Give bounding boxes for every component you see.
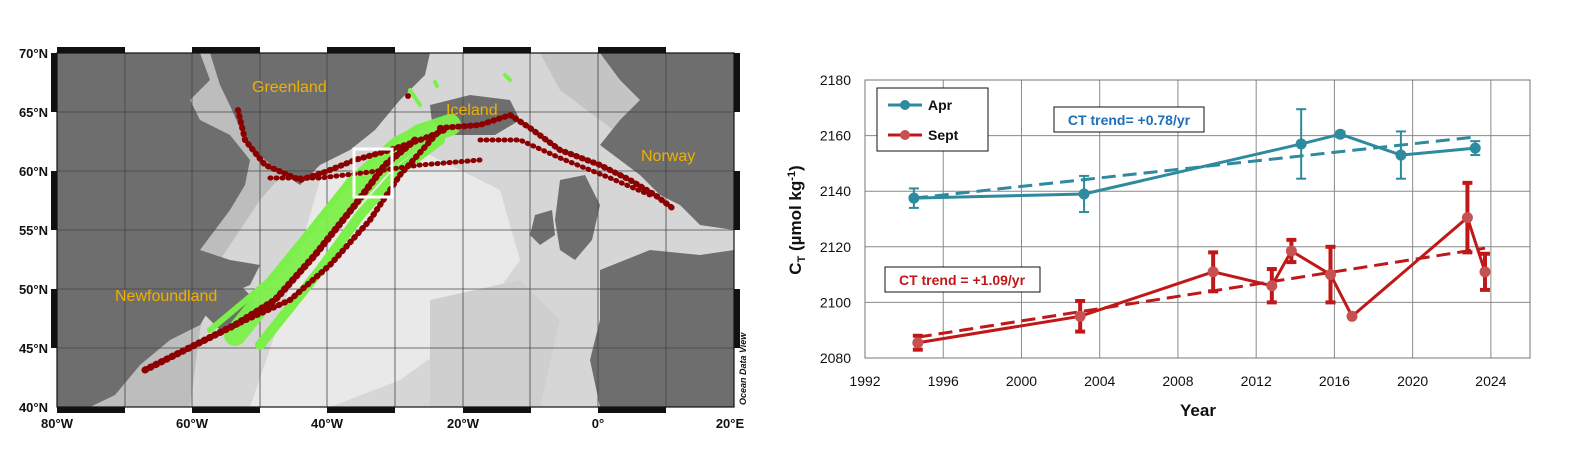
sept-trend-line <box>917 246 1486 339</box>
region-label-iceland: Iceland <box>446 102 498 119</box>
x-tick-label: 2000 <box>1006 373 1037 389</box>
y-axis-title-c: C <box>786 262 805 274</box>
sept-data-point <box>1346 310 1358 322</box>
y-axis-title-sup: -1 <box>786 171 798 181</box>
red-track-iceland-norway <box>437 111 678 213</box>
legend-sept-label: Sept <box>928 127 959 143</box>
sept-data-point <box>1074 310 1086 322</box>
x-tick-label: 1992 <box>849 373 880 389</box>
ocean-map: 70°N 65°N 60°N 55°N 50°N 45°N 40°N 80°W … <box>19 46 748 431</box>
sept-data-point <box>912 337 924 349</box>
land-ireland <box>530 210 555 245</box>
bathymetry-east-atlantic <box>430 280 560 407</box>
map-panel: 70°N 65°N 60°N 55°N 50°N 45°N 40°N 80°W … <box>0 0 760 450</box>
red-track-greenland <box>235 107 448 184</box>
bathymetry-basin <box>250 150 520 407</box>
x-tick-label: 2016 <box>1319 373 1350 389</box>
chart-legend: Apr Sept <box>876 87 989 152</box>
apr-trend-box <box>1053 106 1205 133</box>
apr-data-point <box>1295 138 1307 150</box>
y-axis-title-close: ) <box>786 165 805 171</box>
legend-apr-marker <box>900 100 910 110</box>
sept-data-point <box>1285 245 1297 257</box>
data-series <box>908 108 1491 352</box>
lon-label-60w: 60°W <box>176 416 209 431</box>
green-track-band <box>224 114 461 346</box>
sept-data-point <box>1266 280 1278 292</box>
red-track-point <box>405 93 411 99</box>
map-body <box>57 53 734 407</box>
y-axis-title: CT (µmol kg-1) <box>786 165 808 274</box>
legend-sept-marker <box>900 130 910 140</box>
plot-frame <box>864 79 1531 359</box>
ocean-data-view-credit: Ocean Data View <box>738 332 748 405</box>
red-track-iceland-norway-south <box>477 137 653 198</box>
y-tick-label: 2120 <box>820 239 851 255</box>
sept-data-point <box>1325 269 1336 281</box>
x-tick-label: 1996 <box>928 373 959 389</box>
sept-trend-label: CT trend = +1.09/yr <box>899 272 1026 288</box>
legend-box <box>876 87 989 152</box>
x-tick-label: 2024 <box>1475 373 1506 389</box>
ct-timeseries-chart: 1992 1996 2000 2004 2008 2012 2016 2020 2024 208… <box>786 72 1531 420</box>
apr-data-point <box>908 192 920 204</box>
lat-label-40n: 40°N <box>19 400 48 415</box>
sept-data-point <box>1461 212 1473 224</box>
lat-label-50n: 50°N <box>19 282 48 297</box>
x-axis-title: Year <box>1180 401 1216 420</box>
lat-label-55n: 55°N <box>19 223 48 238</box>
x-tick-labels: 1992 1996 2000 2004 2008 2012 2016 2020 2024 <box>849 373 1506 389</box>
y-tick-label: 2160 <box>820 128 851 144</box>
lat-label-70n: 70°N <box>19 46 48 61</box>
green-track-stray <box>408 73 512 107</box>
y-tick-label: 2180 <box>820 72 851 88</box>
y-tick-label: 2140 <box>820 183 851 199</box>
region-label-norway: Norway <box>641 148 695 165</box>
map-gridlines <box>57 53 734 407</box>
x-tick-label: 2020 <box>1397 373 1428 389</box>
sept-data-point <box>1479 266 1491 278</box>
x-tick-label: 2012 <box>1241 373 1272 389</box>
apr-data-point <box>1469 142 1481 154</box>
chart-panel: 1992 1996 2000 2004 2008 2012 2016 2020 2024 208… <box>770 0 1579 450</box>
land-great-britain <box>555 175 600 260</box>
study-region-box <box>352 147 394 199</box>
lat-label-60n: 60°N <box>19 164 48 179</box>
y-axis-title-units: (µmol kg <box>786 181 805 256</box>
apr-data-point <box>1395 149 1407 161</box>
apr-data-point <box>1078 188 1090 200</box>
lat-label-45n: 45°N <box>19 341 48 356</box>
x-tick-label: 2004 <box>1084 373 1115 389</box>
y-tick-label: 2080 <box>820 350 851 366</box>
red-track-southern-branch <box>267 157 483 181</box>
sept-trend-box <box>884 266 1041 293</box>
apr-trend-label: CT trend= +0.78/yr <box>1068 112 1191 128</box>
lon-label-20e: 20°E <box>716 416 745 431</box>
apr-series-line <box>913 132 1476 200</box>
red-ship-tracks <box>141 107 678 374</box>
x-tick-label: 2008 <box>1162 373 1193 389</box>
lon-label-80w: 80°W <box>41 416 74 431</box>
lat-label-65n: 65°N <box>19 105 48 120</box>
region-label-greenland: Greenland <box>252 79 327 96</box>
sept-trend-annotation: CT trend = +1.09/yr <box>884 266 1041 293</box>
y-tick-label: 2100 <box>820 294 851 310</box>
y-tick-labels: 2080 2100 2120 2140 2160 2180 <box>820 72 851 366</box>
lon-label-40w: 40°W <box>311 416 344 431</box>
y-axis-title-text: CT (µmol kg-1) <box>786 165 808 274</box>
map-border-ticks <box>51 47 740 413</box>
apr-data-point <box>1334 128 1346 140</box>
apr-trend-annotation: CT trend= +0.78/yr <box>1053 106 1205 133</box>
sept-data-point <box>1207 266 1219 278</box>
y-axis-title-sub: T <box>796 255 808 262</box>
lon-label-20w: 20°W <box>447 416 480 431</box>
lon-label-0: 0° <box>592 416 604 431</box>
land-greenland <box>210 53 430 185</box>
land-scandinavia <box>600 53 734 230</box>
legend-apr-label: Apr <box>928 97 953 113</box>
land-europe <box>590 250 734 407</box>
region-label-newfoundland: Newfoundland <box>115 288 217 305</box>
green-track-west <box>207 122 428 333</box>
